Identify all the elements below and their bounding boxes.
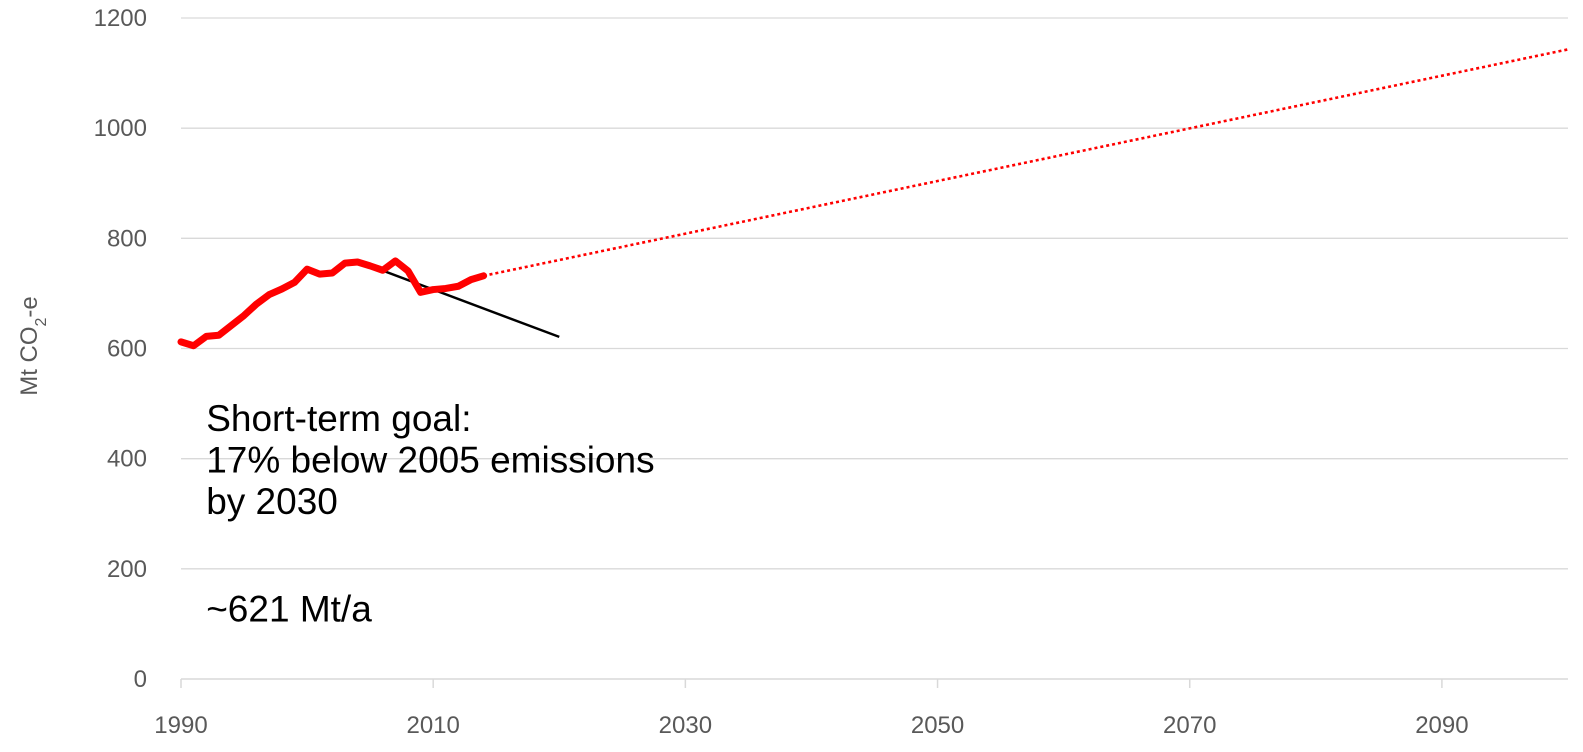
series-group bbox=[177, 48, 1569, 350]
tick-labels: 0 200 400 600 800 1000 1200 1990 2010 2030 2050 207… bbox=[94, 5, 1469, 739]
y-tick-label-1000: 1000 bbox=[94, 115, 147, 142]
x-tick-label-2030: 2030 bbox=[659, 712, 712, 739]
annotation-1: 17% below 2005 emissions bbox=[206, 439, 654, 480]
y-tick-label-400: 400 bbox=[107, 446, 147, 473]
projection-line bbox=[483, 48, 1569, 278]
x-tick-label-2050: 2050 bbox=[911, 712, 964, 739]
y-tick-label-1200: 1200 bbox=[94, 5, 147, 32]
y-axis-title-main: Mt CO bbox=[16, 326, 43, 395]
annotation-3: ~621 Mt/a bbox=[206, 589, 372, 630]
annotations: Short-term goal:17% below 2005 emissions… bbox=[206, 398, 654, 630]
y-tick-label-600: 600 bbox=[107, 336, 147, 363]
x-tick-label-2090: 2090 bbox=[1415, 712, 1468, 739]
y-tick-label-800: 800 bbox=[107, 225, 147, 252]
x-axis bbox=[180, 678, 1568, 688]
x-tick-label-1990: 1990 bbox=[154, 712, 207, 739]
y-axis-title-subscript: 2 bbox=[33, 317, 50, 326]
historical-line bbox=[177, 257, 488, 350]
short-term-goal-line bbox=[369, 264, 560, 339]
y-tick-label-0: 0 bbox=[134, 666, 147, 693]
x-tick-label-2070: 2070 bbox=[1163, 712, 1216, 739]
x-tick-label-2010: 2010 bbox=[406, 712, 459, 739]
y-tick-label-200: 200 bbox=[107, 556, 147, 583]
annotation-0: Short-term goal: bbox=[206, 398, 471, 439]
annotation-2: by 2030 bbox=[206, 481, 338, 522]
y-axis-title: Mt CO2-e bbox=[16, 296, 50, 396]
y-axis-title-suffix: -e bbox=[16, 296, 43, 317]
gridlines bbox=[181, 17, 1568, 570]
